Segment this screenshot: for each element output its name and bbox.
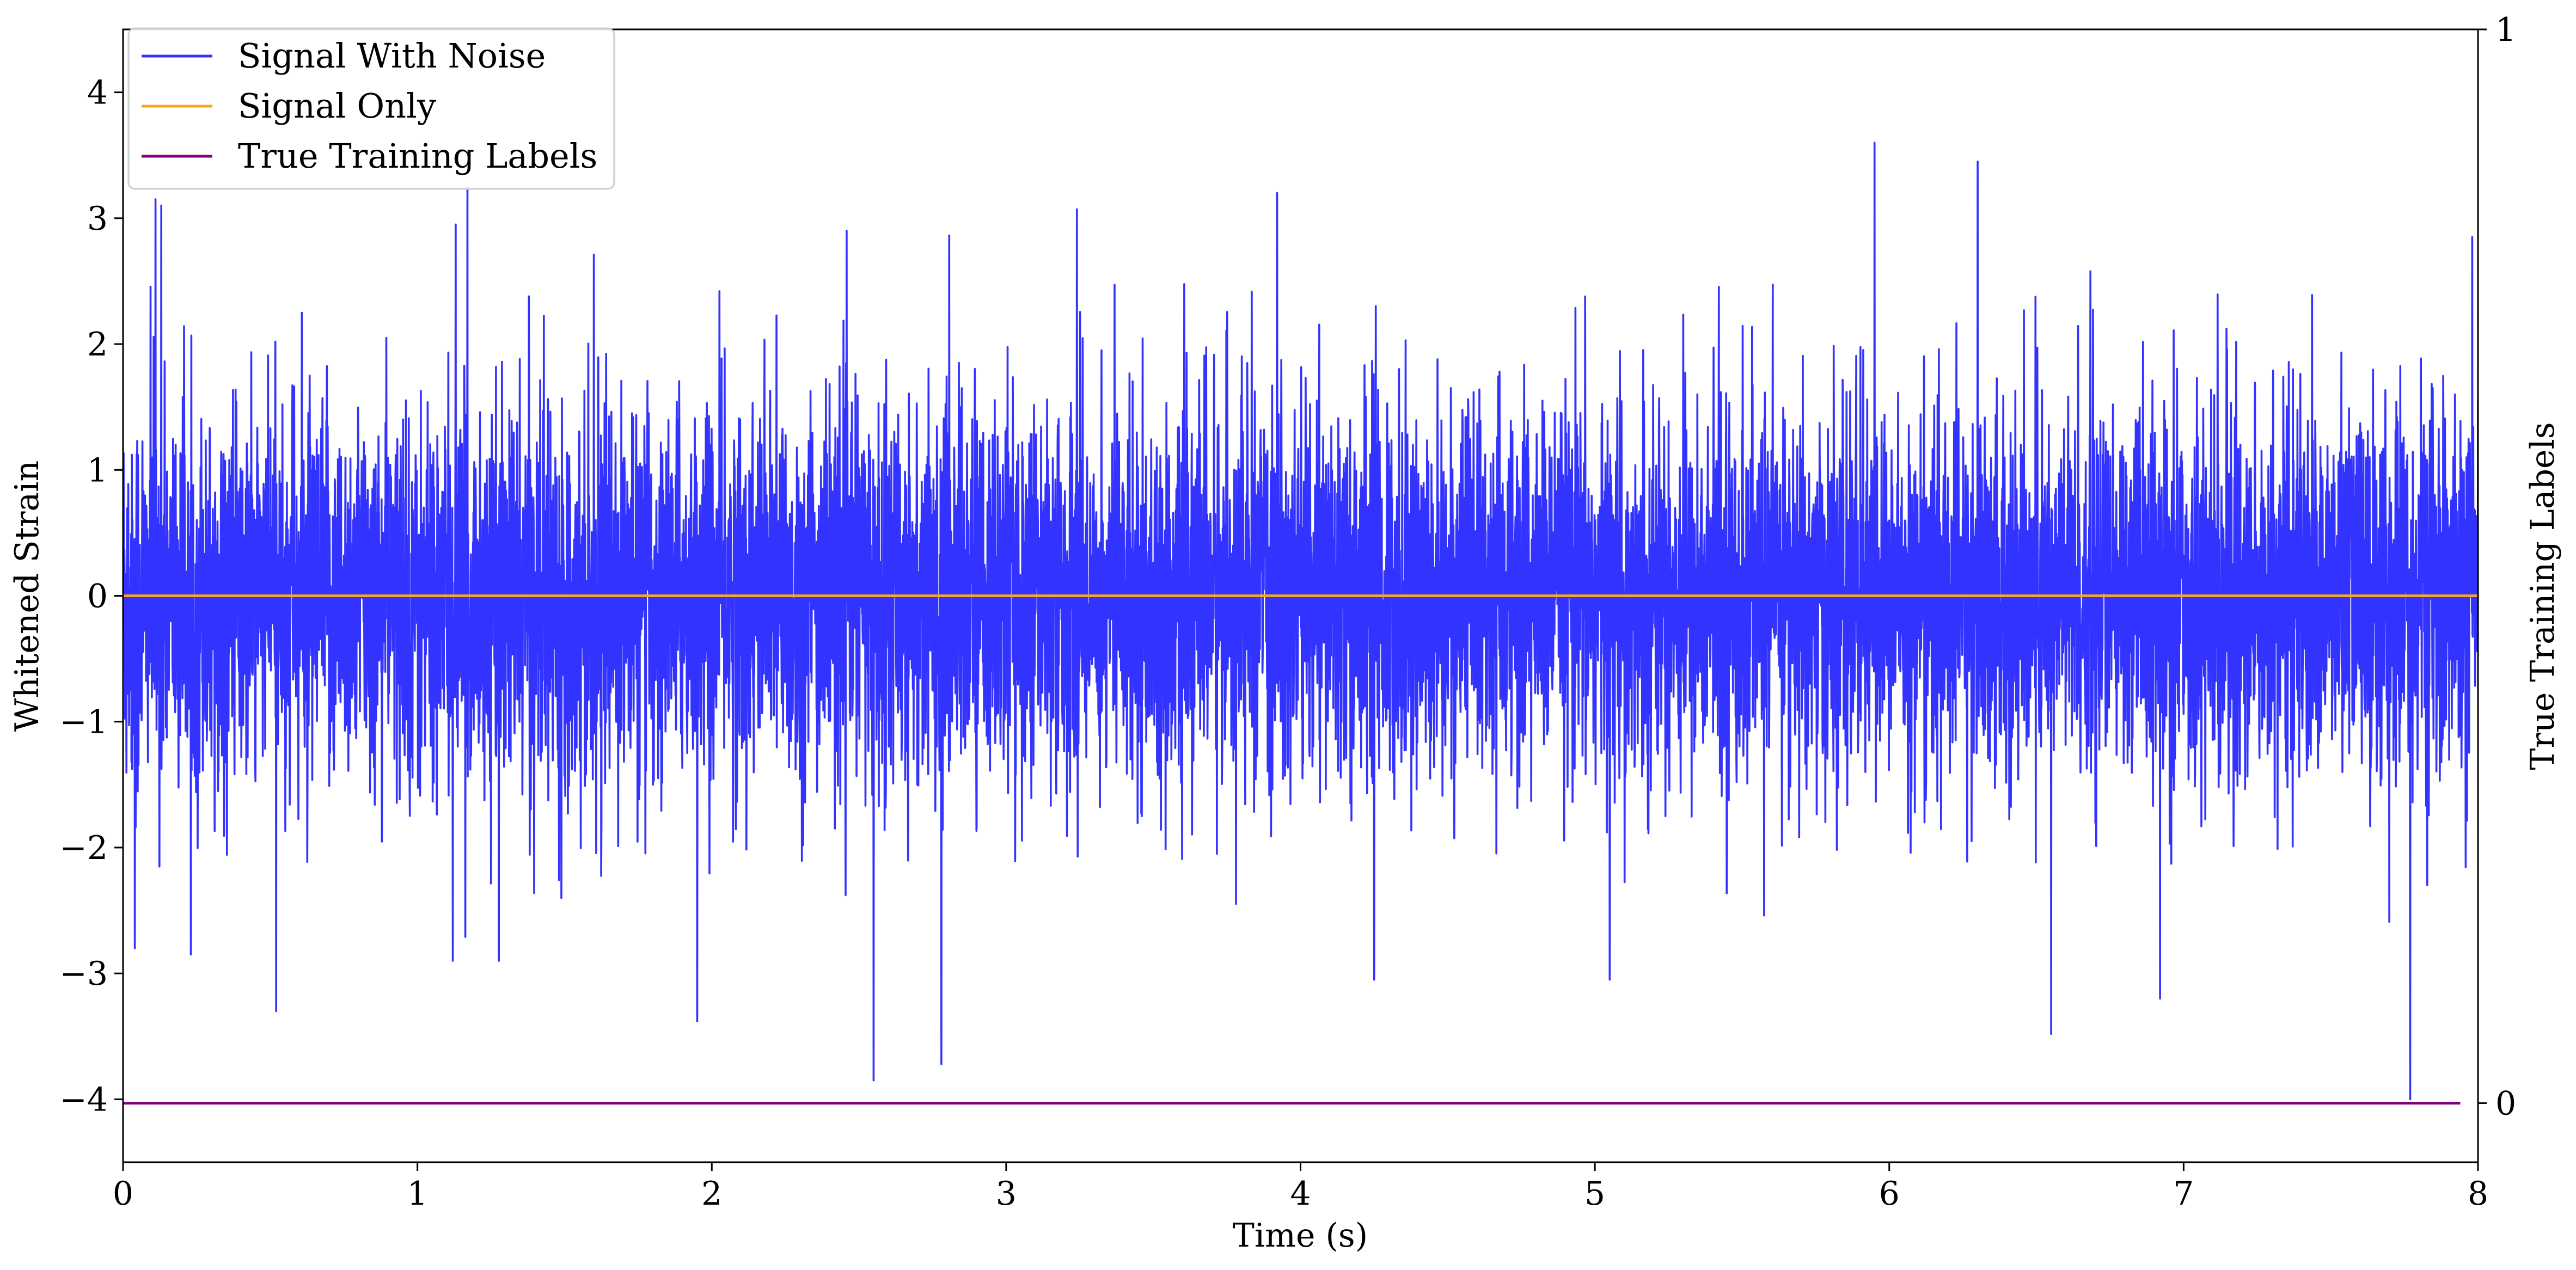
series-layer xyxy=(123,142,2478,1105)
y-tick-label: −1 xyxy=(60,703,108,741)
y-tick-label: 1 xyxy=(87,451,108,489)
x-tick-label: 8 xyxy=(2468,1175,2488,1213)
x-tick-label: 7 xyxy=(2173,1175,2194,1213)
y-tick-label: 0 xyxy=(87,578,108,616)
legend-box xyxy=(127,27,615,190)
x-tick-label: 4 xyxy=(1290,1175,1311,1213)
series-line-signal-with-noise xyxy=(123,142,2478,1101)
x-tick-label: 1 xyxy=(407,1175,428,1213)
y-tick-label: −4 xyxy=(60,1081,108,1119)
y-tick-label: 3 xyxy=(87,200,108,238)
x-axis-title: Time (s) xyxy=(1233,1217,1368,1255)
y-tick-label: −2 xyxy=(60,829,108,867)
y-axis-title: Whitened Strain xyxy=(8,461,46,732)
y-axis-right: 01 xyxy=(2478,11,2516,1123)
x-tick-label: 6 xyxy=(1879,1175,1900,1213)
legend-label-signal-with-noise: Signal With Noise xyxy=(238,36,546,76)
y-tick-label: −3 xyxy=(60,955,108,993)
legend: Signal With Noise Signal Only True Train… xyxy=(127,27,615,190)
x-tick-label: 2 xyxy=(701,1175,722,1213)
x-tick-label: 0 xyxy=(113,1175,133,1213)
y2-tick-label: 1 xyxy=(2495,11,2516,49)
y-tick-label: 4 xyxy=(87,74,108,112)
x-tick-label: 5 xyxy=(1584,1175,1605,1213)
y-tick-label: 2 xyxy=(87,326,108,364)
legend-label-signal-only: Signal Only xyxy=(238,86,436,126)
legend-label-true-training-labels: True Training Labels xyxy=(238,136,597,176)
x-tick-label: 3 xyxy=(996,1175,1017,1213)
y-axis-left: −4 −3 −2 −1 0 1 2 3 4 xyxy=(60,74,123,1119)
x-axis: 0 1 2 3 4 5 6 7 8 xyxy=(113,1162,2488,1213)
y2-axis-title: True Training Labels xyxy=(2524,422,2562,770)
y2-tick-label: 0 xyxy=(2495,1085,2516,1123)
